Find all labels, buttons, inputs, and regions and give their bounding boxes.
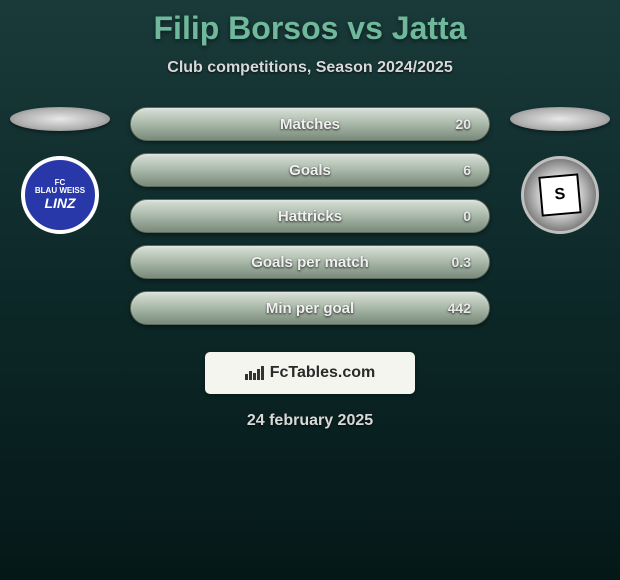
chart-icon [245,366,264,380]
team-logo-left-text: FC BLAU WEISS LINZ [35,179,85,212]
date-text: 24 february 2025 [247,412,373,430]
stat-label: Hattricks [278,208,342,225]
subtitle: Club competitions, Season 2024/2025 [0,59,620,77]
stat-value: 442 [448,300,471,316]
stat-bar-goals: Goals 6 [130,153,490,187]
team-logo-right-symbol: S [538,173,581,216]
stat-value: 0 [463,208,471,224]
stats-column: Matches 20 Goals 6 Hattricks 0 Goals per… [110,107,510,337]
comparison-area: FC BLAU WEISS LINZ Matches 20 Goals 6 Ha… [0,107,620,337]
stat-label: Goals per match [251,254,369,271]
stat-bar-goals-per-match: Goals per match 0.3 [130,245,490,279]
page-title: Filip Borsos vs Jatta [0,10,620,47]
team-logo-right[interactable]: S [521,156,599,234]
stat-bar-hattricks: Hattricks 0 [130,199,490,233]
team-logo-left[interactable]: FC BLAU WEISS LINZ [21,156,99,234]
stat-bar-matches: Matches 20 [130,107,490,141]
team-right-column: S [510,107,610,234]
fctables-text: FcTables.com [270,364,376,382]
stat-value: 0.3 [452,254,471,270]
player-ellipse-right [510,107,610,131]
footer: FcTables.com 24 february 2025 [0,352,620,430]
stat-label: Goals [289,162,331,179]
team-left-column: FC BLAU WEISS LINZ [10,107,110,234]
stat-value: 20 [455,116,471,132]
stat-bar-min-per-goal: Min per goal 442 [130,291,490,325]
stat-label: Matches [280,116,340,133]
main-container: Filip Borsos vs Jatta Club competitions,… [0,0,620,440]
stat-value: 6 [463,162,471,178]
fctables-badge[interactable]: FcTables.com [205,352,415,394]
logo-text-line: LINZ [35,196,85,211]
stat-label: Min per goal [266,300,354,317]
player-ellipse-left [10,107,110,131]
